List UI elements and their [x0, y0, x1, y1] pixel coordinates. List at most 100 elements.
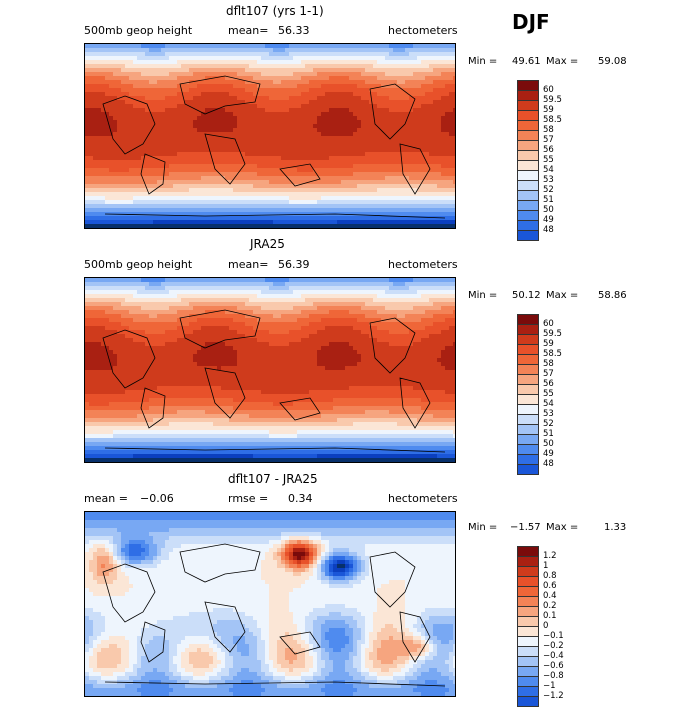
heatmap-cell	[313, 88, 318, 93]
heatmap-cell	[401, 128, 406, 133]
heatmap-cell	[353, 140, 358, 145]
heatmap-cell	[157, 124, 162, 129]
heatmap-cell	[433, 172, 438, 177]
heatmap-cell	[113, 80, 118, 85]
heatmap-cell	[133, 156, 138, 161]
heatmap-cell	[257, 204, 262, 209]
heatmap-cell	[357, 216, 362, 221]
heatmap-cell	[337, 60, 342, 65]
heatmap-cell	[333, 220, 338, 225]
heatmap-cell	[253, 192, 258, 197]
heatmap-cell	[437, 164, 442, 169]
heatmap-cell	[205, 44, 210, 49]
heatmap-cell	[93, 148, 98, 153]
heatmap-cell	[121, 76, 126, 81]
heatmap-cell	[213, 184, 218, 189]
heatmap-cell	[441, 180, 446, 185]
heatmap-cell	[297, 52, 302, 57]
heatmap-cell	[433, 140, 438, 145]
heatmap-cell	[165, 140, 170, 145]
heatmap-cell	[425, 84, 430, 89]
heatmap-cell	[313, 128, 318, 133]
heatmap-cell	[353, 56, 358, 61]
heatmap-cell	[417, 96, 422, 101]
heatmap-cell	[237, 286, 242, 291]
heatmap-cell	[449, 144, 454, 149]
heatmap-cell	[329, 220, 334, 225]
heatmap-cell	[337, 200, 342, 205]
heatmap-cell	[397, 224, 402, 228]
heatmap-cell	[217, 144, 222, 149]
heatmap-cell	[169, 286, 174, 291]
heatmap-cell	[129, 48, 134, 53]
heatmap-cell	[385, 298, 390, 303]
heatmap-cell	[349, 52, 354, 57]
heatmap-cell	[237, 68, 242, 73]
heatmap-cell	[305, 286, 310, 291]
heatmap-cell	[301, 184, 306, 189]
heatmap-cell	[421, 80, 426, 85]
heatmap-cell	[397, 108, 402, 113]
heatmap-cell	[105, 80, 110, 85]
heatmap-cell	[293, 76, 298, 81]
heatmap-cell	[117, 224, 122, 228]
heatmap-cell	[197, 84, 202, 89]
heatmap-cell	[193, 278, 198, 283]
heatmap-cell	[109, 224, 114, 228]
heatmap-cell	[225, 200, 230, 205]
heatmap-cell	[309, 148, 314, 153]
heatmap-cell	[225, 44, 230, 49]
heatmap-cell	[201, 120, 206, 125]
heatmap-cell	[385, 148, 390, 153]
heatmap-cell	[149, 286, 154, 291]
heatmap-cell	[437, 220, 442, 225]
heatmap-cell	[453, 68, 455, 73]
heatmap-cell	[289, 124, 294, 129]
heatmap-cell	[369, 72, 374, 77]
heatmap-cell	[329, 108, 334, 113]
heatmap-cell	[453, 56, 455, 61]
heatmap-cell	[245, 140, 250, 145]
heatmap-cell	[153, 196, 158, 201]
heatmap-cell	[153, 92, 158, 97]
heatmap-cell	[277, 56, 282, 61]
heatmap-cell	[361, 294, 366, 299]
heatmap-cell	[273, 164, 278, 169]
heatmap-cell	[305, 112, 310, 117]
heatmap-cell	[265, 152, 270, 157]
heatmap-cell	[401, 72, 406, 77]
heatmap-cell	[337, 294, 342, 299]
heatmap-cell	[253, 286, 258, 291]
heatmap-cell	[177, 294, 182, 299]
heatmap-cell	[249, 144, 254, 149]
heatmap-cell	[229, 100, 234, 105]
heatmap-cell	[101, 80, 106, 85]
heatmap-cell	[393, 208, 398, 213]
heatmap-cell	[301, 140, 306, 145]
heatmap-cell	[445, 64, 450, 69]
heatmap-cell	[377, 286, 382, 291]
heatmap-cell	[145, 144, 150, 149]
heatmap-cell	[349, 96, 354, 101]
heatmap-cell	[209, 60, 214, 65]
heatmap-cell	[345, 100, 350, 105]
heatmap-cell	[265, 60, 270, 65]
heatmap-cell	[245, 212, 250, 217]
heatmap-cell	[429, 120, 434, 125]
heatmap-cell	[241, 72, 246, 77]
heatmap-cell	[109, 172, 114, 177]
heatmap-cell	[365, 60, 370, 65]
heatmap-cell	[121, 84, 126, 89]
heatmap-cell	[205, 52, 210, 57]
heatmap-cell	[161, 220, 166, 225]
heatmap-cell	[417, 100, 422, 105]
heatmap-cell	[113, 176, 118, 181]
heatmap-cell	[285, 224, 290, 228]
heatmap-cell	[409, 128, 414, 133]
heatmap-cell	[105, 290, 110, 295]
heatmap-cell	[245, 132, 250, 137]
heatmap-cell	[257, 108, 262, 113]
heatmap-cell	[397, 212, 402, 217]
heatmap-cell	[413, 184, 418, 189]
heatmap-cell	[213, 72, 218, 77]
